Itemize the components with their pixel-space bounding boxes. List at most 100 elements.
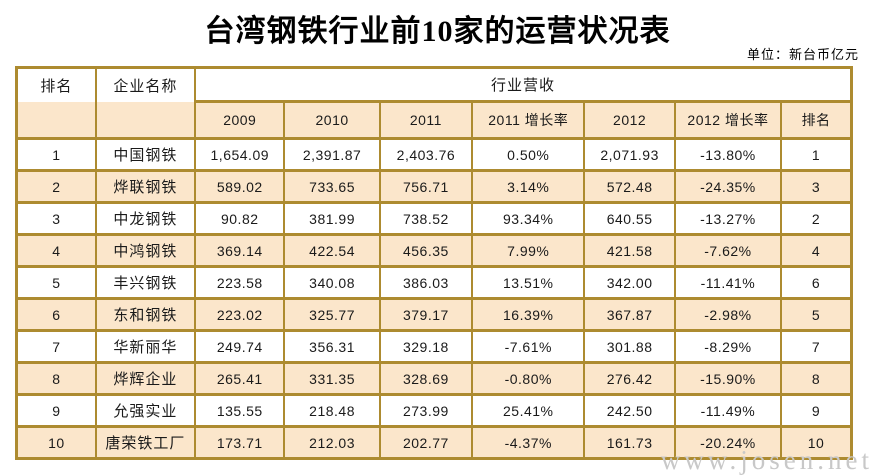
- value-cell: 273.99: [378, 393, 474, 428]
- value-cell: -11.41%: [673, 265, 783, 300]
- table-row: 7 华新丽华 249.74 356.31 329.18 -7.61% 301.88 -8.29…: [15, 329, 853, 364]
- rank-cell: 2: [15, 169, 97, 204]
- value-cell: 9: [780, 393, 853, 428]
- rank-cell: 1: [15, 137, 97, 172]
- rank-cell: 9: [15, 393, 97, 428]
- table-body: 1 中国钢铁 1,654.09 2,391.87 2,403.76 0.50% 2,071.…: [15, 137, 853, 460]
- company-subheader-empty: [94, 101, 197, 140]
- value-cell: 589.02: [194, 169, 286, 204]
- company-cell: 唐荣铁工厂: [94, 425, 197, 460]
- value-cell: -13.27%: [673, 201, 783, 236]
- table-row: 1 中国钢铁 1,654.09 2,391.87 2,403.76 0.50% 2,071.…: [15, 137, 853, 172]
- company-cell: 丰兴钢铁: [94, 265, 197, 300]
- value-cell: 13.51%: [471, 265, 586, 300]
- value-cell: 342.00: [583, 265, 676, 300]
- value-cell: 202.77: [378, 425, 474, 460]
- steel-companies-table: 排名 企业名称 行业营收 2009 2010 2011 2011 增长率 201…: [15, 66, 853, 460]
- value-cell: -0.80%: [471, 361, 586, 396]
- value-cell: -24.35%: [673, 169, 783, 204]
- revenue-group-header: 行业营收: [194, 66, 853, 103]
- value-cell: 325.77: [283, 297, 381, 332]
- value-cell: 0.50%: [471, 137, 586, 172]
- value-cell: 421.58: [583, 233, 676, 268]
- value-cell: 135.55: [194, 393, 286, 428]
- col-header-2010: 2010: [283, 100, 381, 140]
- value-cell: 2,391.87: [283, 137, 381, 172]
- value-cell: 16.39%: [471, 297, 586, 332]
- value-cell: 572.48: [583, 169, 676, 204]
- table-row: 8 烨辉企业 265.41 331.35 328.69 -0.80% 276.42 -15.9…: [15, 361, 853, 396]
- rank-cell: 7: [15, 329, 97, 364]
- value-cell: 265.41: [194, 361, 286, 396]
- value-cell: 367.87: [583, 297, 676, 332]
- value-cell: 340.08: [283, 265, 381, 300]
- value-cell: -11.49%: [673, 393, 783, 428]
- value-cell: 301.88: [583, 329, 676, 364]
- value-cell: -7.61%: [471, 329, 586, 364]
- value-cell: 3.14%: [471, 169, 586, 204]
- rank-cell: 6: [15, 297, 97, 332]
- table-row: 9 允强实业 135.55 218.48 273.99 25.41% 242.50 -11.4…: [15, 393, 853, 428]
- value-cell: 212.03: [283, 425, 381, 460]
- value-cell: 223.02: [194, 297, 286, 332]
- col-header-2012: 2012: [583, 100, 676, 140]
- value-cell: 331.35: [283, 361, 381, 396]
- rank-cell: 10: [15, 425, 97, 460]
- value-cell: -7.62%: [673, 233, 783, 268]
- rank-subheader-empty: [15, 101, 97, 140]
- value-cell: 25.41%: [471, 393, 586, 428]
- value-cell: 218.48: [283, 393, 381, 428]
- company-cell: 中鸿钢铁: [94, 233, 197, 268]
- value-cell: 276.42: [583, 361, 676, 396]
- table-row: 4 中鸿钢铁 369.14 422.54 456.35 7.99% 421.58 -7.62%…: [15, 233, 853, 268]
- value-cell: 640.55: [583, 201, 676, 236]
- value-cell: 223.58: [194, 265, 286, 300]
- value-cell: 386.03: [378, 265, 474, 300]
- value-cell: 90.82: [194, 201, 286, 236]
- col-header-2009: 2009: [194, 100, 286, 140]
- value-cell: 456.35: [378, 233, 474, 268]
- value-cell: 379.17: [378, 297, 474, 332]
- value-cell: 756.71: [378, 169, 474, 204]
- value-cell: -13.80%: [673, 137, 783, 172]
- value-cell: -4.37%: [471, 425, 586, 460]
- value-cell: 8: [780, 361, 853, 396]
- value-cell: 328.69: [378, 361, 474, 396]
- value-cell: 2,403.76: [378, 137, 474, 172]
- value-cell: 7: [780, 329, 853, 364]
- company-cell: 烨辉企业: [94, 361, 197, 396]
- header-row-columns: 2009 2010 2011 2011 增长率 2012 2012 增长率 排名: [15, 100, 853, 140]
- table-header: 排名 企业名称 行业营收 2009 2010 2011 2011 增长率 201…: [15, 66, 853, 140]
- value-cell: 381.99: [283, 201, 381, 236]
- value-cell: 6: [780, 265, 853, 300]
- company-cell: 中龙钢铁: [94, 201, 197, 236]
- value-cell: 5: [780, 297, 853, 332]
- value-cell: -2.98%: [673, 297, 783, 332]
- company-cell: 东和钢铁: [94, 297, 197, 332]
- value-cell: 4: [780, 233, 853, 268]
- rank-cell: 3: [15, 201, 97, 236]
- unit-note: 单位：新台币亿元: [746, 47, 859, 62]
- value-cell: 2: [780, 201, 853, 236]
- value-cell: 7.99%: [471, 233, 586, 268]
- col-header-2012-growth: 2012 增长率: [673, 100, 783, 140]
- value-cell: 173.71: [194, 425, 286, 460]
- company-cell: 烨联钢铁: [94, 169, 197, 204]
- company-header: 企业名称: [94, 66, 197, 102]
- rank-cell: 8: [15, 361, 97, 396]
- value-cell: 161.73: [583, 425, 676, 460]
- table-row: 5 丰兴钢铁 223.58 340.08 386.03 13.51% 342.00 -11.4…: [15, 265, 853, 300]
- table-row: 10 唐荣铁工厂 173.71 212.03 202.77 -4.37% 161.73 -20…: [15, 425, 853, 460]
- value-cell: 733.65: [283, 169, 381, 204]
- table-row: 2 烨联钢铁 589.02 733.65 756.71 3.14% 572.48 -24.35…: [15, 169, 853, 204]
- value-cell: 422.54: [283, 233, 381, 268]
- value-cell: 1: [780, 137, 853, 172]
- value-cell: 93.34%: [471, 201, 586, 236]
- page-title: 台湾钢铁行业前10家的运营状况表: [204, 15, 671, 48]
- value-cell: 738.52: [378, 201, 474, 236]
- value-cell: 2,071.93: [583, 137, 676, 172]
- value-cell: 1,654.09: [194, 137, 286, 172]
- value-cell: 329.18: [378, 329, 474, 364]
- value-cell: -20.24%: [673, 425, 783, 460]
